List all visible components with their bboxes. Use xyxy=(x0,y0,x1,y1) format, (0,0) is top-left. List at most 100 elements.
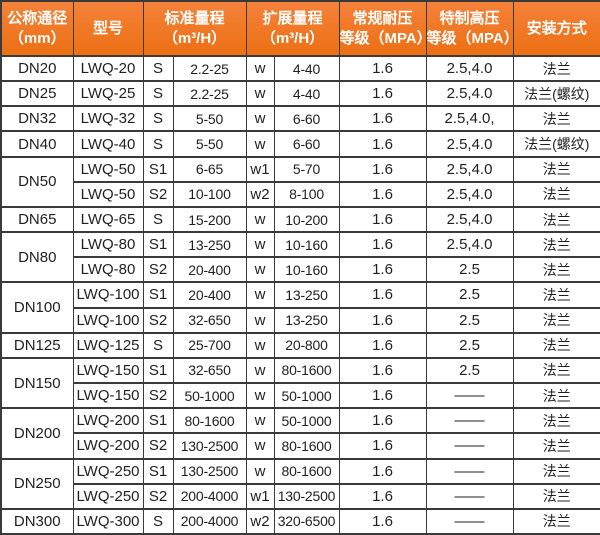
cell-model: LWQ-150 xyxy=(72,382,144,410)
table-row: DN40 LWQ-40 S 5-50 w 6-60 1.6 2.5,4.0 法兰(螺纹) xyxy=(0,130,600,158)
cell-standard-range: 13-250 xyxy=(172,231,247,259)
cell-extended-range: 10-160 xyxy=(273,231,340,259)
cell-standard-code: S1 xyxy=(142,281,174,309)
cell-model: LWQ-50 xyxy=(72,155,144,183)
cell-extended-range: 20-800 xyxy=(273,331,340,359)
cell-special-pressure: 2.5,4.0 xyxy=(425,155,514,183)
header-special-pressure: 特制高压 等级（MPA） xyxy=(425,0,514,57)
cell-extended-code: w1 xyxy=(245,482,275,510)
cell-installation: 法兰 xyxy=(512,155,600,183)
cell-extended-range: 4-40 xyxy=(273,54,340,83)
cell-extended-range: 130-2500 xyxy=(273,482,340,510)
cell-installation: 法兰 xyxy=(512,457,600,485)
cell-normal-pressure: 1.6 xyxy=(338,205,427,234)
header-installation: 安装方式 xyxy=(512,0,600,57)
table-row: DN125 LWQ-125 S 25-700 w 20-800 1.6 2.5 法兰 xyxy=(0,331,600,359)
cell-extended-range: 13-250 xyxy=(273,306,340,334)
cell-standard-code: S xyxy=(142,105,174,133)
cell-extended-code: w xyxy=(245,407,275,435)
cell-normal-pressure: 1.6 xyxy=(338,180,427,208)
cell-nominal-diameter: DN125 xyxy=(0,331,74,359)
cell-normal-pressure: 1.6 xyxy=(338,331,427,359)
cell-installation: 法兰 xyxy=(512,331,600,359)
cell-extended-code: w xyxy=(245,205,275,234)
cell-extended-range: 80-1600 xyxy=(273,356,340,385)
cell-installation: 法兰 xyxy=(512,482,600,510)
cell-installation: 法兰(螺纹) xyxy=(512,80,600,108)
cell-model: LWQ-32 xyxy=(72,105,144,133)
cell-installation: 法兰 xyxy=(512,180,600,208)
cell-standard-code: S2 xyxy=(142,180,174,208)
cell-installation: 法兰(螺纹) xyxy=(512,130,600,158)
table-row: DN150 LWQ-150 S1 32-650 w 80-1600 1.6 2.5 法兰 xyxy=(0,356,600,410)
table-row: DN80 LWQ-80 S1 13-250 w 10-160 1.6 2.5,4.0 法兰 xyxy=(0,231,600,284)
header-text: 等级（MPA） xyxy=(426,29,513,47)
cell-standard-range: 32-650 xyxy=(172,356,247,385)
cell-standard-range: 200-4000 xyxy=(172,507,247,535)
cell-normal-pressure: 1.6 xyxy=(338,457,427,485)
cell-standard-code: S xyxy=(142,130,174,158)
cell-installation: 法兰 xyxy=(512,306,600,334)
cell-installation: 法兰 xyxy=(512,382,600,410)
cell-model: LWQ-80 xyxy=(72,231,144,259)
cell-special-pressure: 2.5 xyxy=(425,306,514,334)
cell-standard-range: 20-400 xyxy=(172,256,247,284)
cell-standard-range: 5-50 xyxy=(172,130,247,158)
cell-nominal-diameter: DN20 xyxy=(0,54,74,83)
cell-model: LWQ-40 xyxy=(72,130,144,158)
cell-nominal-diameter: DN200 xyxy=(0,407,74,460)
cell-normal-pressure: 1.6 xyxy=(338,54,427,83)
cell-standard-code: S2 xyxy=(142,306,174,334)
cell-special-pressure: 2.5,4.0 xyxy=(425,231,514,259)
cell-special-pressure: 2.5,4.0, xyxy=(425,105,514,133)
cell-special-pressure: —— xyxy=(425,432,514,460)
cell-standard-range: 80-1600 xyxy=(172,407,247,435)
cell-nominal-diameter: DN40 xyxy=(0,130,74,158)
cell-standard-range: 6-65 xyxy=(172,155,247,183)
table-row: DN32 LWQ-32 S 5-50 w 6-60 1.6 2.5,4.0, 法兰 xyxy=(0,105,600,133)
cell-special-pressure: —— xyxy=(425,482,514,510)
cell-special-pressure: —— xyxy=(425,382,514,410)
cell-special-pressure: —— xyxy=(425,407,514,435)
cell-normal-pressure: 1.6 xyxy=(338,231,427,259)
table-row: LWQ-250 S2 200-4000 w1 130-2500 1.6 —— 法兰 xyxy=(1,482,600,510)
cell-installation: 法兰 xyxy=(512,205,600,234)
cell-installation: 法兰 xyxy=(512,54,600,83)
cell-special-pressure: 2.5 xyxy=(425,331,514,359)
cell-nominal-diameter: DN300 xyxy=(0,507,74,535)
cell-standard-code: S xyxy=(142,331,174,359)
cell-installation: 法兰 xyxy=(512,256,600,284)
cell-extended-range: 10-160 xyxy=(273,256,340,284)
cell-extended-code: w xyxy=(245,105,275,133)
cell-installation: 法兰 xyxy=(512,507,600,535)
cell-extended-code: w xyxy=(245,80,275,108)
header-text: 常规耐压 xyxy=(352,10,413,27)
table-row: DN250 LWQ-250 S1 130-2500 w 80-1600 1.6 —— 法兰 xyxy=(0,457,600,510)
header-text: （m³/H） xyxy=(260,29,325,47)
table-row: DN20 LWQ-20 S 2.2-25 w 4-40 1.6 2.5,4.0 法兰 xyxy=(0,54,600,83)
cell-standard-code: S2 xyxy=(142,482,174,510)
cell-standard-range: 130-2500 xyxy=(172,432,247,460)
cell-standard-range: 32-650 xyxy=(172,306,247,334)
header-text: （mm） xyxy=(8,29,66,47)
header-model: 型号 xyxy=(72,0,144,57)
cell-standard-code: S1 xyxy=(142,356,174,385)
header-extended-range: 扩展量程 （m³/H） xyxy=(245,0,340,57)
cell-special-pressure: 2.5 xyxy=(425,356,514,385)
cell-model: LWQ-125 xyxy=(72,331,144,359)
cell-extended-code: w xyxy=(245,382,275,410)
cell-model: LWQ-150 xyxy=(72,356,144,385)
cell-normal-pressure: 1.6 xyxy=(338,507,427,535)
cell-standard-code: S2 xyxy=(142,432,174,460)
cell-nominal-diameter: DN32 xyxy=(0,105,74,133)
cell-special-pressure: 2.5,4.0 xyxy=(425,54,514,83)
cell-model: LWQ-200 xyxy=(72,407,144,435)
cell-standard-code: S xyxy=(142,205,174,234)
header-text: （m³/H） xyxy=(162,29,227,47)
cell-special-pressure: 2.5,4.0 xyxy=(425,130,514,158)
header-text: 特制高压 xyxy=(439,10,500,27)
cell-extended-range: 80-1600 xyxy=(273,432,340,460)
cell-extended-code: w xyxy=(245,54,275,83)
